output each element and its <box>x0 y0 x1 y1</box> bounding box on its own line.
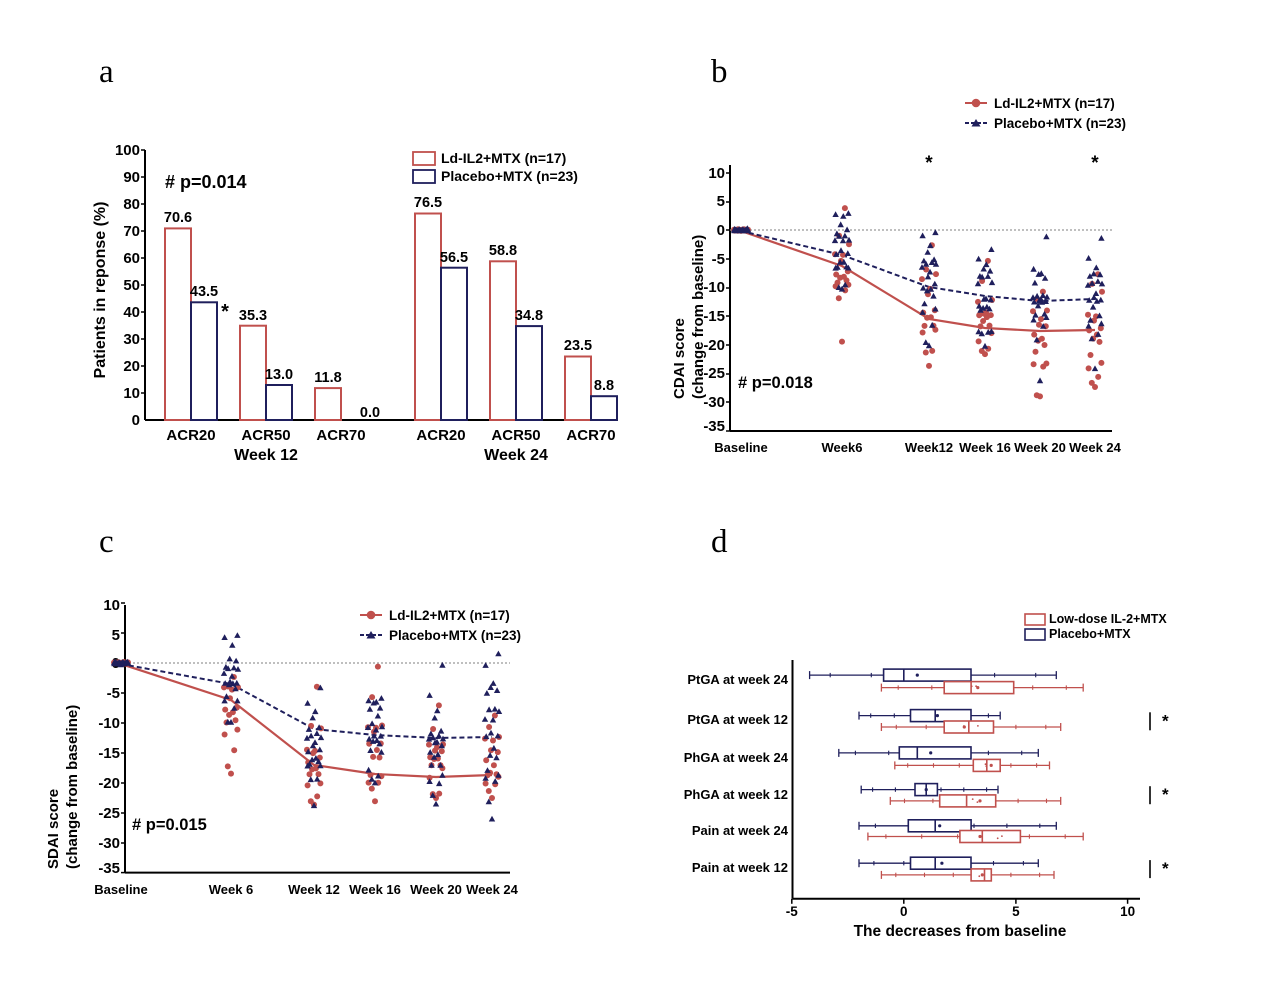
svg-text:-5: -5 <box>107 685 120 702</box>
svg-text:Ld-IL2+MTX (n=17): Ld-IL2+MTX (n=17) <box>441 150 566 166</box>
svg-text:60: 60 <box>123 250 140 267</box>
svg-text:# p=0.018: # p=0.018 <box>738 374 813 392</box>
svg-text:PhGA at week 24: PhGA at week 24 <box>684 750 789 765</box>
svg-text:ACR70: ACR70 <box>566 427 615 444</box>
svg-text:# p=0.014: # p=0.014 <box>165 172 247 192</box>
svg-text:-15: -15 <box>703 308 725 325</box>
svg-text:Week 24: Week 24 <box>484 447 548 460</box>
svg-text:ACR50: ACR50 <box>241 427 290 444</box>
svg-text:Placebo+MTX (n=23): Placebo+MTX (n=23) <box>994 116 1126 131</box>
svg-text:-35: -35 <box>703 418 725 435</box>
svg-text:Placebo+MTX: Placebo+MTX <box>1049 627 1131 641</box>
svg-text:Ld-IL2+MTX (n=17): Ld-IL2+MTX (n=17) <box>389 608 510 623</box>
svg-text:0: 0 <box>900 904 908 919</box>
svg-text:ACR50: ACR50 <box>491 427 540 444</box>
svg-text:-25: -25 <box>98 805 120 822</box>
svg-text:76.5: 76.5 <box>414 195 442 211</box>
svg-text:58.8: 58.8 <box>489 243 517 259</box>
svg-text:The decreases from baseline: The decreases from baseline <box>854 923 1067 940</box>
svg-text:5: 5 <box>1012 904 1020 919</box>
svg-text:100: 100 <box>115 142 140 159</box>
svg-text:Week 6: Week 6 <box>209 882 254 897</box>
svg-text:10: 10 <box>103 600 120 614</box>
svg-text:Week 16: Week 16 <box>959 440 1011 455</box>
svg-text:10: 10 <box>1120 904 1135 919</box>
svg-text:Pain at week 12: Pain at week 12 <box>692 860 788 875</box>
svg-text:35.3: 35.3 <box>239 308 267 324</box>
svg-text:-10: -10 <box>703 279 725 296</box>
svg-text:-25: -25 <box>703 365 725 382</box>
svg-text:ACR70: ACR70 <box>316 427 365 444</box>
svg-text:10: 10 <box>708 165 725 182</box>
svg-text:*: * <box>1162 785 1169 804</box>
svg-text:30: 30 <box>123 331 140 348</box>
svg-text:Week 20: Week 20 <box>1014 440 1066 455</box>
svg-text:Placebo+MTX (n=23): Placebo+MTX (n=23) <box>389 628 521 643</box>
svg-text:-35: -35 <box>98 860 120 877</box>
svg-text:PtGA at week 12: PtGA at week 12 <box>687 712 788 727</box>
svg-text:Baseline: Baseline <box>714 440 767 455</box>
svg-text:11.8: 11.8 <box>314 370 341 386</box>
svg-text:5: 5 <box>717 193 725 210</box>
svg-text:5: 5 <box>112 627 120 644</box>
svg-text:*: * <box>1162 711 1169 730</box>
svg-text:Week12: Week12 <box>905 440 953 455</box>
svg-text:ACR20: ACR20 <box>166 427 215 444</box>
svg-text:80: 80 <box>123 196 140 213</box>
svg-text:*: * <box>925 153 933 174</box>
svg-text:8.8: 8.8 <box>594 378 614 394</box>
svg-text:Week 16: Week 16 <box>349 882 401 897</box>
svg-text:13.0: 13.0 <box>265 367 293 383</box>
svg-text:-5: -5 <box>712 251 725 268</box>
svg-text:-10: -10 <box>98 715 120 732</box>
svg-text:43.5: 43.5 <box>190 284 218 300</box>
svg-text:# p=0.015: # p=0.015 <box>132 816 207 834</box>
svg-text:0: 0 <box>717 222 725 239</box>
svg-text:-30: -30 <box>98 835 120 852</box>
svg-text:Ld-IL2+MTX (n=17): Ld-IL2+MTX (n=17) <box>994 96 1115 111</box>
svg-text:Pain at week 24: Pain at week 24 <box>692 823 789 838</box>
svg-text:70.6: 70.6 <box>164 210 192 226</box>
svg-text:-15: -15 <box>98 745 120 762</box>
svg-text:90: 90 <box>123 169 140 186</box>
svg-text:34.8: 34.8 <box>515 308 543 324</box>
svg-text:56.5: 56.5 <box>440 250 468 266</box>
svg-text:40: 40 <box>123 304 140 321</box>
svg-text:50: 50 <box>123 277 140 294</box>
svg-text:-30: -30 <box>703 394 725 411</box>
svg-text:*: * <box>1162 859 1169 878</box>
svg-text:*: * <box>1091 153 1099 174</box>
svg-text:Patients in reponse (%): Patients in reponse (%) <box>92 202 109 379</box>
svg-text:PtGA at week 24: PtGA at week 24 <box>687 672 788 687</box>
svg-text:Week6: Week6 <box>822 440 863 455</box>
svg-text:*: * <box>221 301 229 323</box>
svg-text:ACR20: ACR20 <box>416 427 465 444</box>
svg-text:20: 20 <box>123 358 140 375</box>
svg-text:Baseline: Baseline <box>94 882 147 897</box>
svg-text:23.5: 23.5 <box>564 338 592 354</box>
svg-text:10: 10 <box>123 385 140 402</box>
svg-text:-20: -20 <box>703 337 725 354</box>
svg-text:Week 24: Week 24 <box>466 882 519 897</box>
svg-text:0: 0 <box>132 412 140 429</box>
svg-text:-20: -20 <box>98 775 120 792</box>
svg-text:0.0: 0.0 <box>360 405 380 421</box>
svg-text:Week 12: Week 12 <box>234 447 298 460</box>
svg-text:Week 20: Week 20 <box>410 882 462 897</box>
svg-text:Placebo+MTX (n=23): Placebo+MTX (n=23) <box>441 168 578 184</box>
svg-text:-5: -5 <box>786 904 798 919</box>
svg-text:PhGA at week 12: PhGA at week 12 <box>684 787 788 802</box>
svg-text:Low-dose IL-2+MTX: Low-dose IL-2+MTX <box>1049 612 1167 626</box>
svg-text:70: 70 <box>123 223 140 240</box>
svg-text:Week 24: Week 24 <box>1069 440 1122 455</box>
svg-text:Week 12: Week 12 <box>288 882 340 897</box>
